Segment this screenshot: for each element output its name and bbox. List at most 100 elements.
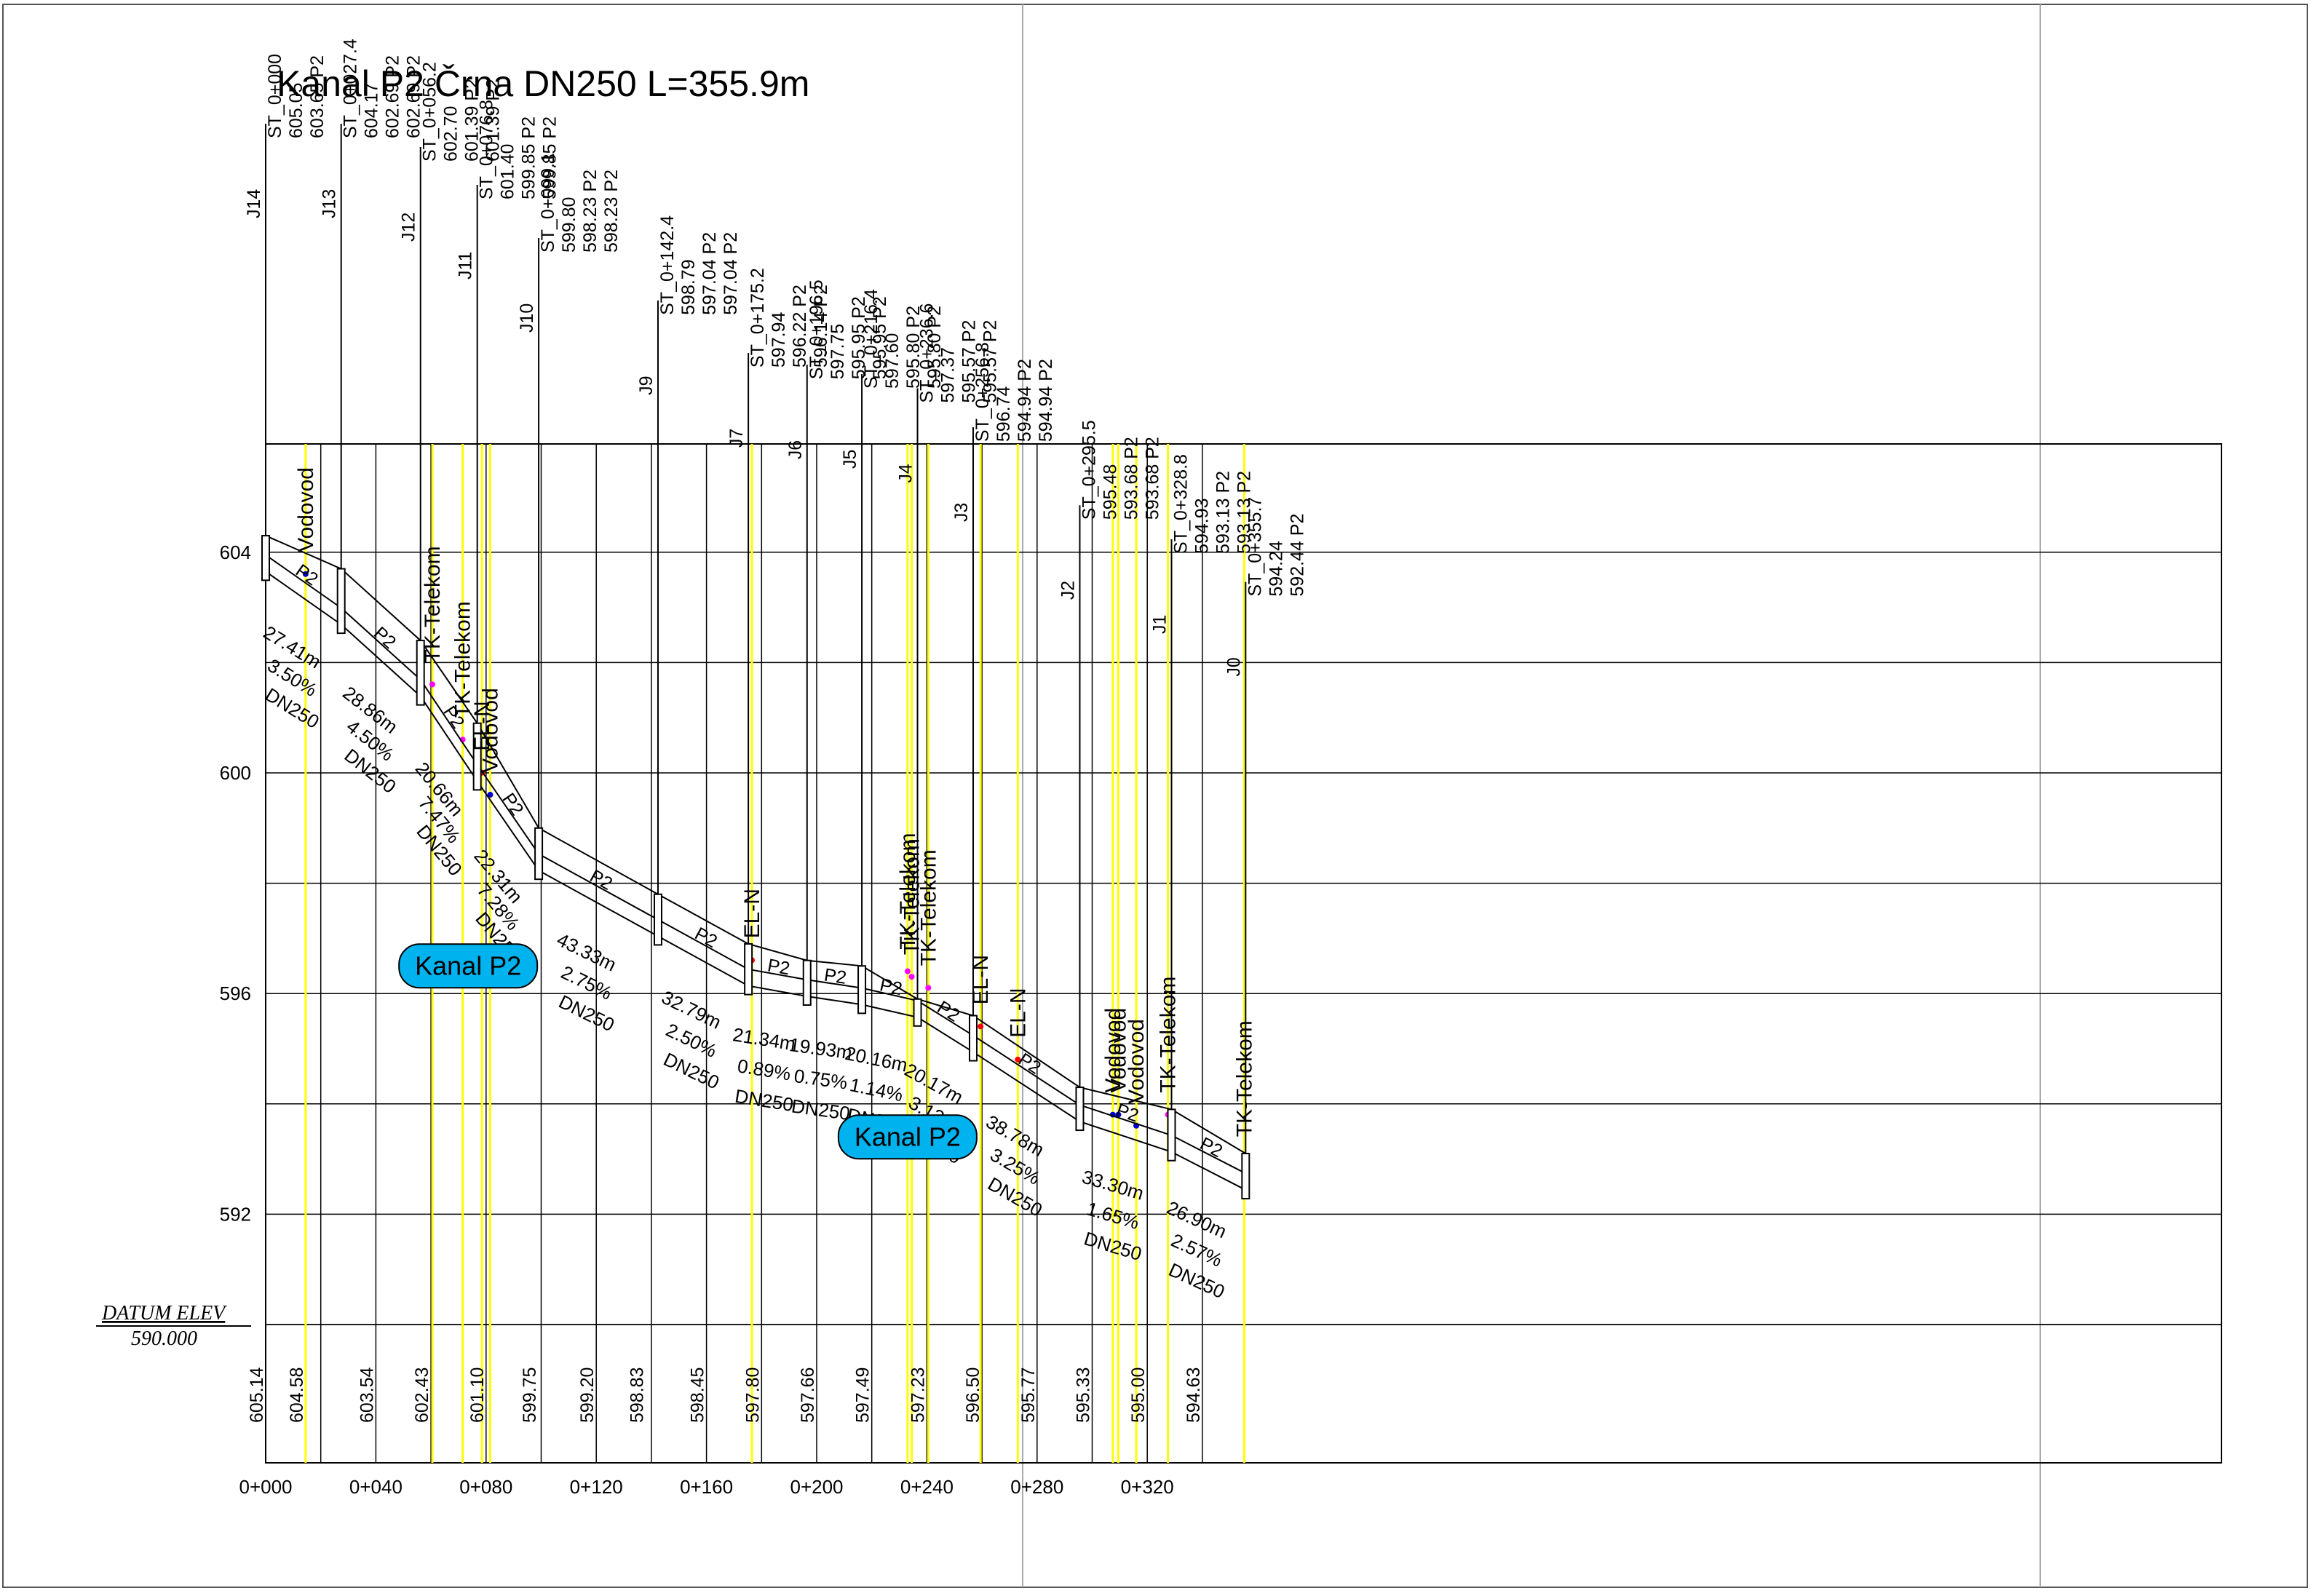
manhole-label-l1: 599.80 [559, 197, 579, 253]
segment-pipe-label: P2 [498, 790, 527, 819]
segment-pipe-label: P2 [1197, 1133, 1226, 1162]
manhole-label-l1: 602.70 [441, 106, 461, 162]
manhole-label-l2: 595.57 P2 [959, 320, 980, 403]
manhole-label-st: ST_0+216.4 [861, 289, 881, 389]
manhole-j3 [968, 1015, 978, 1062]
ground-elevation-label: 595.00 [1128, 1367, 1149, 1423]
segment-pipe-label: P2 [766, 955, 791, 979]
utility-crossing-point [908, 974, 915, 980]
manhole-label-l2: 598.23 P2 [580, 170, 600, 253]
utility-label-power: EL-N [740, 889, 764, 938]
manhole-label-l3: 602.69 P2 [404, 55, 424, 138]
manhole-label-l3: 595.95 P2 [870, 296, 890, 379]
manhole-j13 [336, 568, 346, 635]
utility-label-telecom: TK-Telekom [451, 601, 475, 718]
manhole-label-l2: 595.80 P2 [903, 306, 924, 389]
manhole-label-l1: 597.37 [938, 347, 959, 402]
ground-elevation-label: 602.43 [412, 1367, 432, 1423]
ground-elevation-label: 595.77 [1018, 1367, 1039, 1423]
segment-len: 20.16m [844, 1042, 910, 1076]
ground-elevation-label: 599.75 [520, 1367, 540, 1423]
manhole-label-st: ST_0+027.4 [341, 39, 361, 138]
ground-elevation-label: 601.10 [467, 1367, 488, 1423]
manhole-label-id: J11 [456, 252, 476, 279]
manhole-label-st: ST_0+295.5 [1079, 420, 1099, 520]
utility-crossing-lines [302, 444, 1248, 1463]
manhole-label-st: ST_0+355.7 [1245, 497, 1265, 597]
manhole-label-l3: 595.57 P2 [980, 320, 1001, 403]
manhole-label-st: ST_0+076.8 [477, 100, 497, 199]
utility-crossing-point [925, 985, 932, 991]
pipe-crown-line [265, 554, 1246, 1175]
terrain-line [265, 535, 1246, 1154]
manhole-j5 [857, 965, 867, 1015]
segment-pipe-label: P2 [878, 974, 904, 999]
y-tick-label: 604 [220, 541, 251, 563]
x-tick-label: 0+160 [680, 1476, 733, 1498]
manhole-label-st: ST_0+056.2 [420, 62, 440, 162]
x-tick-label: 0+240 [900, 1476, 954, 1498]
manhole-label-st: ST_0+196.5 [806, 279, 827, 379]
manhole-label-st: ST_0+142.4 [657, 215, 678, 315]
kanal-badge-label: Kanal P2 [415, 950, 521, 980]
segment-pipe-label: P2 [691, 924, 721, 952]
utility-label-water: Vodovod [478, 688, 502, 773]
x-tick-label: 0+080 [459, 1476, 512, 1498]
manhole-label-l2: 596.22 P2 [790, 285, 810, 368]
manhole-label-id: J9 [636, 376, 657, 394]
utility-label-telecom: TK-Telekom [1157, 977, 1181, 1093]
pipe-invert-line [265, 571, 1246, 1191]
sheet-frame [2, 4, 2308, 1588]
manhole-j6 [802, 959, 812, 1006]
kanal-badge [837, 1114, 978, 1160]
segment-pipe-label: P2 [292, 560, 322, 589]
utility-label-water: Vodovod [1106, 1008, 1130, 1093]
x-tick-label: 0+000 [239, 1476, 292, 1498]
manhole-label-id: J6 [785, 440, 806, 459]
manhole-label-l3: 599.85 P2 [540, 116, 560, 199]
utility-crossing-point [487, 792, 493, 798]
manhole-j7 [744, 942, 753, 996]
manhole-label-id: J1 [1150, 615, 1170, 634]
ground-elevation-label: 598.83 [627, 1367, 647, 1423]
manhole-j10 [534, 827, 544, 881]
ground-elevation-label: 599.20 [577, 1367, 598, 1423]
segment-dn: DN250 [734, 1085, 796, 1116]
x-tick-label: 0+320 [1121, 1476, 1174, 1498]
manhole-label-id: J4 [896, 464, 916, 483]
segment-slope: 1.14% [848, 1073, 905, 1105]
kanal-badges: Kanal P2 Kanal P2 [398, 943, 978, 1160]
manhole-label-l3: 594.94 P2 [1036, 359, 1056, 442]
manhole-label-l2: 593.68 P2 [1121, 437, 1141, 520]
ground-elevation-label: 603.54 [357, 1367, 377, 1423]
utility-crossing-point [302, 571, 309, 577]
utility-label-power: EL-N [969, 955, 993, 1004]
manhole-label-id: J5 [840, 450, 860, 469]
manhole-label-l3: 597.04 P2 [721, 232, 741, 315]
manhole-j2 [1075, 1087, 1085, 1132]
page-title: Kanal P2 Črna DN250 L=355.9m [277, 63, 809, 104]
manhole-label-l3: 601.39 P2 [483, 79, 504, 162]
utility-crossing-point [978, 1023, 984, 1030]
x-tick-label: 0+040 [349, 1476, 403, 1498]
ground-elevation-label: 604.58 [287, 1367, 307, 1423]
utility-crossing-point [1115, 1111, 1122, 1118]
ground-elevation-label: 598.45 [688, 1367, 708, 1423]
manhole-label-l2: 601.39 P2 [462, 79, 483, 162]
manhole-label-l2: 594.94 P2 [1015, 359, 1035, 442]
manhole-label-l1: 605.05 [286, 83, 306, 138]
axis-labels: 604 600 596 592 0+000 0+040 0+080 0+120 0+160 0+2… [220, 541, 1204, 1498]
manhole-label-st: ST_0+175.2 [748, 268, 768, 368]
segment-pipe-label: P2 [1015, 1049, 1044, 1079]
manhole-j14 [261, 535, 270, 581]
kanal-badge [398, 943, 539, 989]
segment-slope: 0.75% [793, 1065, 849, 1094]
utility-label-water: Vodovod [1101, 1008, 1125, 1093]
x-tick-label: 0+200 [790, 1476, 843, 1498]
utility-label-telecom: TK-Telekom [421, 546, 445, 662]
utility-label-telecom: TK-Telekom [900, 838, 924, 955]
ground-elevation-label: 596.50 [963, 1367, 983, 1423]
utility-label-water: Vodovod [294, 467, 318, 552]
ground-elevation-label: 595.33 [1074, 1367, 1094, 1423]
